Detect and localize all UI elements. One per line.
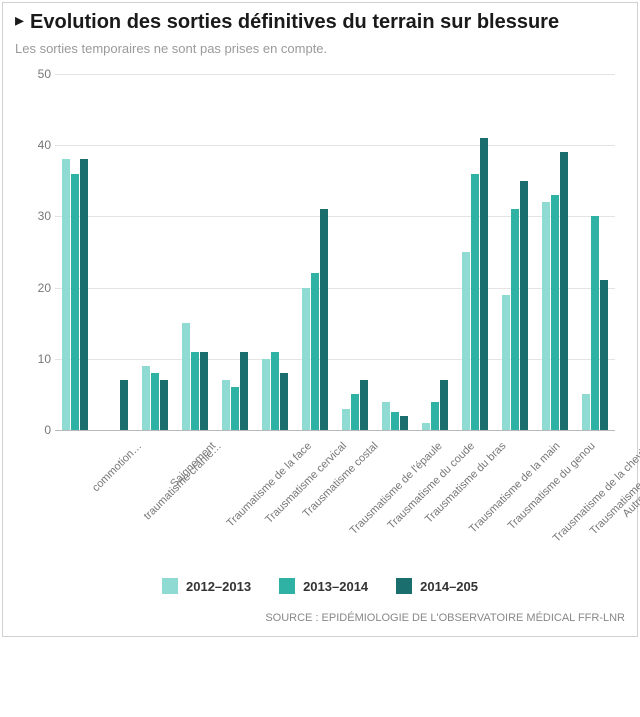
bar bbox=[582, 394, 590, 430]
y-tick-label: 20 bbox=[15, 281, 51, 295]
chart-area: 0 10 20 30 40 50 commotion…traumatisme crânie… bbox=[15, 62, 625, 562]
bar-group bbox=[142, 366, 168, 430]
bar bbox=[600, 280, 608, 430]
legend-swatch-icon bbox=[162, 578, 178, 594]
bar-group bbox=[182, 323, 208, 430]
caret-right-icon: ▸ bbox=[15, 9, 24, 32]
bar bbox=[311, 273, 319, 430]
chart-subtitle: Les sorties temporaires ne sont pas pris… bbox=[15, 41, 625, 56]
bar bbox=[560, 152, 568, 430]
chart-title: Evolution des sorties définitives du ter… bbox=[30, 9, 559, 35]
bar bbox=[342, 409, 350, 430]
bar bbox=[222, 380, 230, 430]
bar bbox=[160, 380, 168, 430]
bar bbox=[262, 359, 270, 430]
y-tick-label: 30 bbox=[15, 209, 51, 223]
bar bbox=[320, 209, 328, 430]
bar bbox=[462, 252, 470, 430]
bar bbox=[502, 295, 510, 430]
chart-legend: 2012–2013 2013–2014 2014–205 bbox=[15, 578, 625, 594]
bar bbox=[400, 416, 408, 430]
bar bbox=[240, 352, 248, 430]
bar bbox=[142, 366, 150, 430]
bar-group bbox=[422, 380, 448, 430]
bar-group bbox=[62, 159, 88, 430]
legend-item-0: 2012–2013 bbox=[162, 578, 251, 594]
bar-group bbox=[102, 380, 128, 430]
bar-group bbox=[542, 152, 568, 430]
bar bbox=[280, 373, 288, 430]
bar bbox=[431, 402, 439, 430]
bar bbox=[71, 174, 79, 430]
bar bbox=[551, 195, 559, 430]
bar-group bbox=[462, 138, 488, 430]
bars-layer bbox=[55, 74, 615, 430]
bar bbox=[80, 159, 88, 430]
y-tick-label: 10 bbox=[15, 352, 51, 366]
bar bbox=[120, 380, 128, 430]
x-tick-label: commotion… bbox=[90, 440, 144, 494]
bar bbox=[62, 159, 70, 430]
bar bbox=[511, 209, 519, 430]
bar bbox=[440, 380, 448, 430]
x-axis-labels: commotion…traumatisme crânie…SaignementT… bbox=[55, 436, 615, 556]
bar bbox=[231, 387, 239, 430]
bar bbox=[271, 352, 279, 430]
bar-group bbox=[262, 352, 288, 430]
bar-group bbox=[502, 181, 528, 430]
bar bbox=[351, 394, 359, 430]
bar bbox=[382, 402, 390, 430]
chart-source: SOURCE : EPIDÉMIOLOGIE DE L'OBSERVATOIRE… bbox=[15, 612, 625, 624]
bar-group bbox=[302, 209, 328, 430]
grid-line bbox=[55, 430, 615, 431]
chart-card: ▸ Evolution des sorties définitives du t… bbox=[2, 2, 638, 637]
bar bbox=[391, 412, 399, 430]
bar bbox=[480, 138, 488, 430]
legend-label: 2012–2013 bbox=[186, 579, 251, 594]
bar bbox=[520, 181, 528, 430]
bar bbox=[191, 352, 199, 430]
legend-swatch-icon bbox=[396, 578, 412, 594]
bar bbox=[422, 423, 430, 430]
bar bbox=[151, 373, 159, 430]
legend-swatch-icon bbox=[279, 578, 295, 594]
bar bbox=[591, 216, 599, 430]
y-tick-label: 40 bbox=[15, 138, 51, 152]
bar bbox=[200, 352, 208, 430]
bar-group bbox=[382, 402, 408, 430]
bar bbox=[360, 380, 368, 430]
bar bbox=[182, 323, 190, 430]
bar-group bbox=[582, 216, 608, 430]
bar-group bbox=[342, 380, 368, 430]
bar bbox=[302, 288, 310, 430]
legend-label: 2013–2014 bbox=[303, 579, 368, 594]
legend-label: 2014–205 bbox=[420, 579, 478, 594]
bar bbox=[542, 202, 550, 430]
y-tick-label: 0 bbox=[15, 423, 51, 437]
legend-item-2: 2014–205 bbox=[396, 578, 478, 594]
x-tick-label: Saignement bbox=[168, 440, 218, 490]
legend-item-1: 2013–2014 bbox=[279, 578, 368, 594]
title-row: ▸ Evolution des sorties définitives du t… bbox=[15, 9, 625, 35]
bar-group bbox=[222, 352, 248, 430]
bar bbox=[471, 174, 479, 430]
y-tick-label: 50 bbox=[15, 67, 51, 81]
